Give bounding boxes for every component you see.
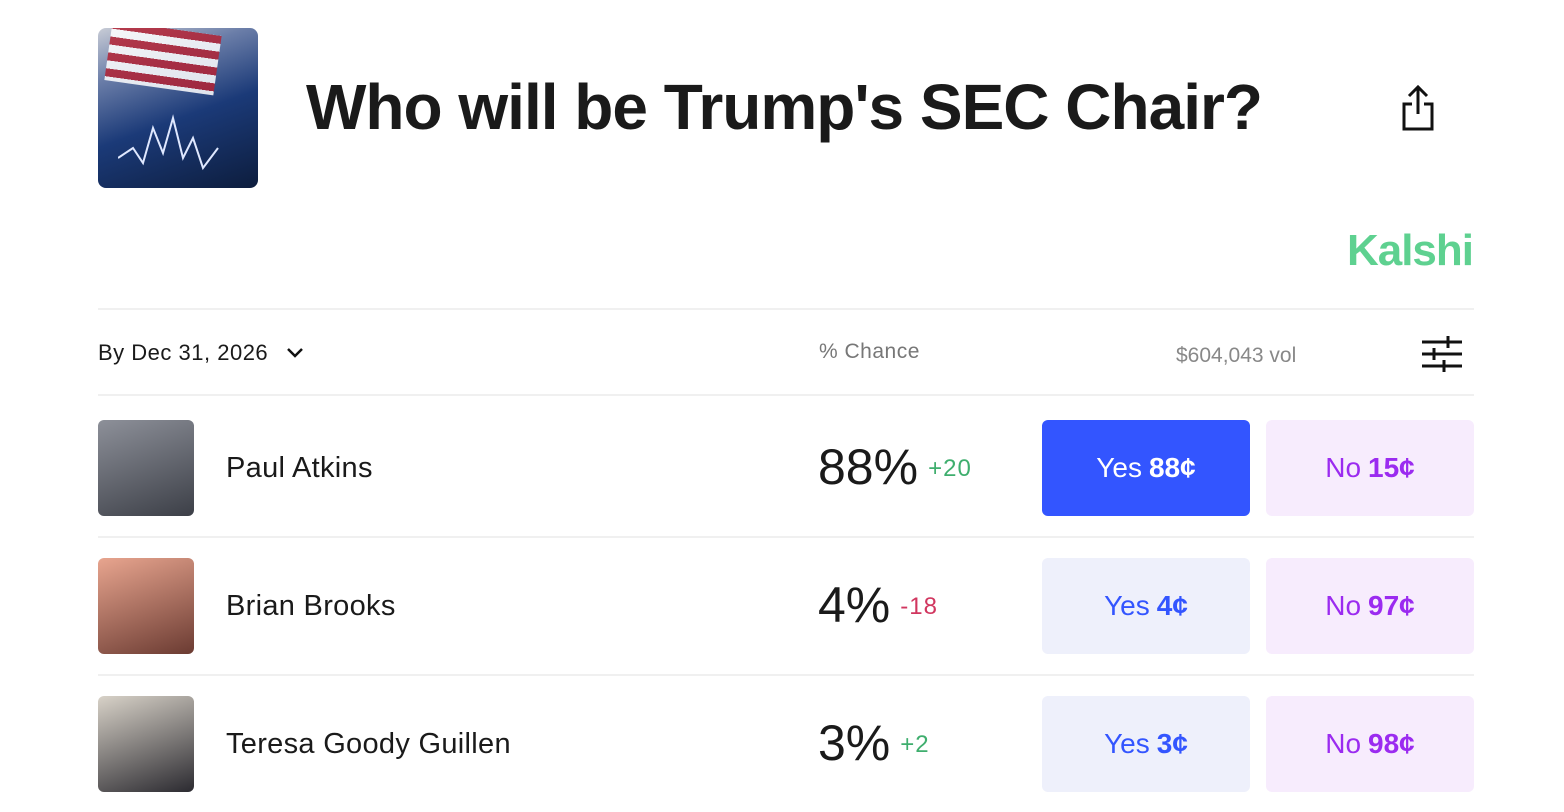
chance-change: +20 (928, 455, 972, 482)
chance-value: 3% (818, 715, 891, 771)
chance-change: +2 (900, 731, 930, 758)
volume: $604,043 vol (1176, 344, 1297, 367)
brand-logo: Kalshi (1346, 226, 1474, 275)
no-price: 15¢ (1368, 452, 1415, 483)
chance-change: -18 (900, 593, 938, 620)
no-label: No (1325, 590, 1362, 621)
yes-label: Yes (1104, 590, 1150, 621)
chance: 3% +2 (818, 714, 930, 772)
divider (98, 308, 1474, 310)
yes-label: Yes (1104, 728, 1150, 759)
chance-value: 4% (818, 577, 891, 633)
no-price: 97¢ (1368, 590, 1415, 621)
no-button[interactable]: No 97¢ (1266, 558, 1474, 654)
divider (98, 536, 1474, 538)
no-price: 98¢ (1368, 728, 1415, 759)
yes-button[interactable]: Yes 3¢ (1042, 696, 1250, 792)
chevron (286, 348, 303, 358)
avatar (98, 420, 194, 516)
settings-button[interactable] (1422, 336, 1462, 372)
no-label: No (1325, 728, 1362, 759)
chance: 4% -18 (818, 576, 938, 634)
yes-price: 4¢ (1156, 590, 1188, 621)
share-button[interactable] (1400, 84, 1436, 132)
chance-value: 88% (818, 439, 919, 495)
yes-button[interactable]: Yes 4¢ (1042, 558, 1250, 654)
avatar (98, 558, 194, 654)
date-filter[interactable]: By Dec 31, 2026 (98, 340, 305, 366)
divider (98, 674, 1474, 676)
chance: 88% +20 (818, 438, 972, 496)
divider (98, 394, 1474, 396)
column-header: % Chance (819, 340, 920, 363)
no-button[interactable]: No 98¢ (1266, 696, 1474, 792)
market-image (98, 28, 258, 188)
yes-price: 3¢ (1156, 728, 1188, 759)
market-title: Who will be Trump's SEC Chair? (306, 71, 1263, 143)
outcome-name: Teresa Goody Guillen (226, 728, 511, 760)
outcome-name: Brian Brooks (226, 590, 396, 622)
yes-button[interactable]: Yes 88¢ (1042, 420, 1250, 516)
yes-label: Yes (1096, 452, 1142, 483)
flag (104, 28, 222, 96)
no-label: No (1325, 452, 1362, 483)
no-button[interactable]: No 15¢ (1266, 420, 1474, 516)
chart-graphic (118, 114, 219, 171)
outcome-name: Paul Atkins (226, 452, 373, 484)
avatar (98, 696, 194, 792)
date-filter-label: By Dec 31, 2026 (98, 340, 269, 365)
yes-price: 88¢ (1148, 452, 1196, 483)
